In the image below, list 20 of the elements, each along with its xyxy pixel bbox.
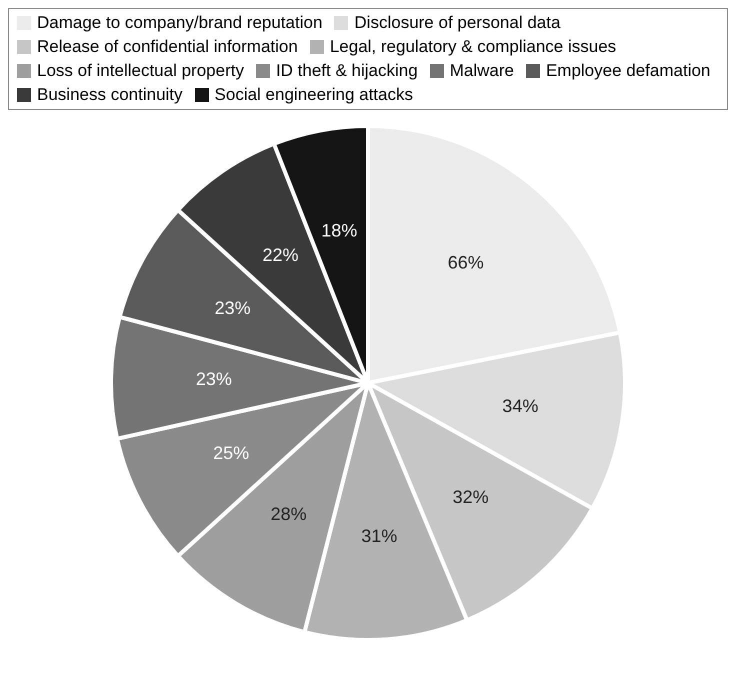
- legend-label: Loss of intellectual property: [36, 61, 244, 81]
- data-label: 18%: [321, 220, 358, 240]
- legend-label: Legal, regulatory & compliance issues: [328, 37, 616, 57]
- legend-label: Employee defamation: [544, 61, 710, 81]
- data-label: 25%: [213, 442, 250, 463]
- data-label: 28%: [270, 504, 307, 524]
- data-label: 23%: [196, 368, 232, 389]
- data-label: 34%: [502, 396, 538, 416]
- data-label: 23%: [214, 298, 251, 318]
- data-label: 66%: [448, 252, 484, 273]
- data-label: 31%: [361, 526, 398, 546]
- legend-label: Release of confidential information: [36, 37, 298, 57]
- legend-label: Social engineering attacks: [214, 85, 413, 105]
- data-label: 32%: [452, 487, 489, 508]
- legend-label: Damage to company/brand reputation: [36, 13, 322, 33]
- legend-label: Disclosure of personal data: [353, 13, 560, 33]
- data-label: 22%: [262, 244, 299, 265]
- legend-label: Malware: [448, 61, 514, 81]
- legend-label: ID theft & hijacking: [274, 61, 418, 81]
- legend-label: Business continuity: [36, 85, 183, 105]
